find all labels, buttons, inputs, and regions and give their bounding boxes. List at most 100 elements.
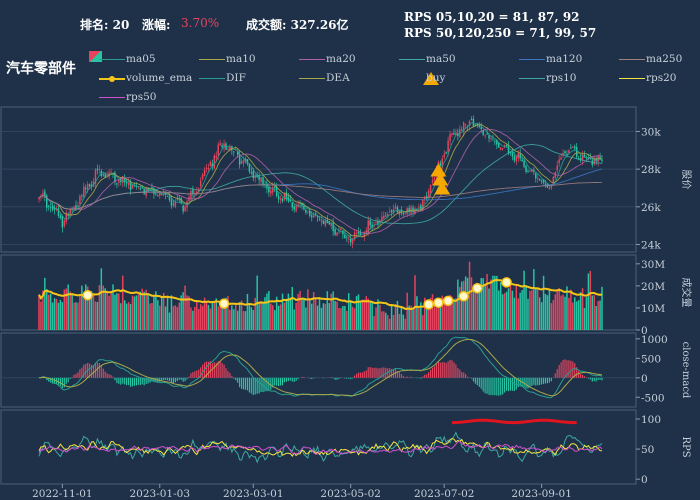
volume-bar [556,289,558,330]
macd-bar [143,377,145,386]
volume-bar [281,293,284,330]
macd-bar [441,362,443,378]
candle-body [44,191,46,198]
rps-long-label: RPS 50,120,250 = 71, 99, 57 [404,26,597,40]
volume-bars [38,261,603,330]
volume-bar [396,300,399,330]
candle-body [256,175,258,178]
volume-bar [552,300,555,330]
candle-body [558,159,560,164]
macd-bar [159,377,161,382]
macd-bar [505,377,508,391]
macd-bar [309,377,311,379]
macd-bar [426,374,428,378]
macd-bar [63,377,65,388]
volume-bar [160,298,163,330]
volume-bar [492,275,494,330]
macd-bar [389,368,391,378]
volume-bar [159,305,161,330]
candle-body [277,195,280,200]
candle-body [332,222,334,232]
macd-bar [235,377,237,381]
candle-body [568,149,570,154]
volume-bar [474,285,477,330]
candle-body [540,180,543,182]
macd-bar [404,377,406,378]
candle-body [490,138,492,140]
macd-bar [59,377,61,386]
macd-bar [57,377,60,385]
macd-bar [445,363,447,378]
candle-body [215,155,218,158]
candle-body [166,196,169,197]
volume-bar [141,288,143,330]
candle-body [159,193,161,196]
ytick-label-macd: 1000 [641,334,668,346]
macd-bar [379,368,381,378]
candle-body [601,160,603,162]
volume-bar [392,315,395,330]
candle-body [240,161,243,164]
volume-bar [203,297,206,330]
candle-body [560,157,562,160]
candle-body [538,179,541,181]
macd-bar [332,377,334,379]
volume-bar [581,288,584,330]
macd-bar [67,377,69,383]
macd-bar [429,369,432,378]
volume-bar [248,304,251,330]
volume-bar [44,277,46,330]
volume-bar [418,308,420,330]
macd-bar [433,366,436,378]
volume-bar [558,288,560,330]
volume-bar [371,302,373,330]
candle-body [151,187,153,189]
volume-bar [299,290,301,330]
volume-bar [525,285,527,330]
macd-bar [295,377,297,381]
volume-bar [225,297,227,330]
macd-bar [519,377,521,387]
macd-bar [166,377,169,381]
legend-label-DIF: DIF [226,72,246,84]
volume-bar [453,298,455,330]
macd-bar [194,371,196,378]
volume-bar [42,290,44,330]
volume-bar [583,307,586,330]
candle-body [283,193,286,200]
macd-bar [244,377,247,390]
yaxis-title-macd: close-macd [680,342,691,399]
macd-bar [439,362,441,378]
candle-body [482,130,484,135]
volume-bar [264,297,266,330]
macd-bar [172,377,174,384]
volume-bar [221,306,223,330]
macd-bar [443,362,445,378]
candle-body [180,198,182,204]
candle-body [348,239,350,241]
macd-bar [221,363,223,378]
rps10-line [38,431,603,464]
macd-bar [507,377,510,392]
volume-bar [574,297,576,330]
macd-bar [239,377,241,388]
volume-bar [540,302,543,330]
volume-bar [283,302,286,330]
macd-bar [566,360,568,378]
candle-body [536,178,539,180]
candle-body [96,168,99,171]
candle-body [371,224,373,228]
volume-bar [496,275,498,330]
volume-bar [272,305,274,330]
macd-bar [568,360,570,378]
macd-bar [330,376,332,378]
volume-bar [499,282,502,330]
volume-bar [601,286,603,330]
volume-bar [451,296,453,330]
candle-body [474,124,477,126]
macd-bar [484,377,486,394]
macd-bar [248,377,250,393]
candle-body [388,211,391,213]
volume-bar [192,310,194,330]
candle-body [168,196,171,201]
